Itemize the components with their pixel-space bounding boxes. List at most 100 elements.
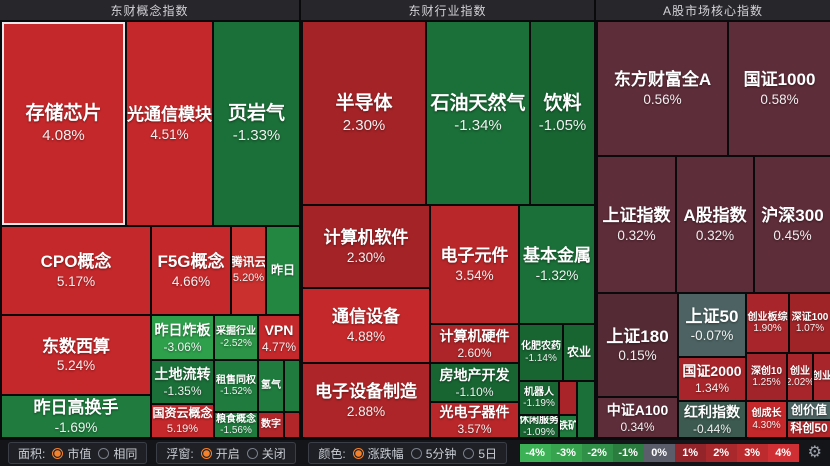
color-option-change-pct[interactable]: 涨跌幅	[352, 445, 404, 462]
radio-selected-icon[interactable]	[352, 447, 364, 459]
color-option-5day[interactable]: 5日	[463, 445, 497, 462]
tile-value: 2.60%	[457, 345, 492, 360]
tile-electronics-manufacturing[interactable]: 电子设备制造 2.88%	[303, 364, 429, 437]
area-option-market-cap[interactable]: 市值	[52, 445, 91, 462]
tile-mining-industry[interactable]: 采掘行业 -2.52%	[215, 316, 257, 359]
radio-unselected-icon[interactable]	[410, 447, 422, 459]
tile-yesterday[interactable]: 昨日	[267, 227, 299, 314]
tile-grain-concept[interactable]: 粮食概念 -1.56%	[215, 413, 257, 437]
tile-hydrogen[interactable]: 氢气	[259, 361, 283, 411]
color-option-5min[interactable]: 5分钟	[410, 445, 456, 462]
settings-gear-icon[interactable]: ⚙	[807, 444, 822, 461]
tile-value: -3.06%	[163, 339, 202, 354]
tile-leisure-services[interactable]: 休闲服务 -1.09%	[520, 416, 558, 437]
tile-value: 0.58%	[760, 91, 799, 107]
tile-eastmoney-all-a[interactable]: 东方财富全A 0.56%	[598, 22, 727, 155]
tile-chinext-small[interactable]: 创业	[814, 354, 830, 400]
tile-value: -1.33%	[232, 127, 281, 145]
tile-unlabeled-green[interactable]	[578, 382, 594, 437]
tile-comm-equipment[interactable]: 通信设备 4.88%	[303, 289, 429, 362]
tile-value: 1.07%	[795, 323, 825, 334]
tile-value: -2.52%	[220, 337, 252, 349]
tile-chinext-composite[interactable]: 创业板综 1.90%	[747, 294, 788, 352]
tile-name: 休闲服务	[520, 416, 558, 426]
tile-name: 上证指数	[602, 206, 671, 226]
tile-dividend-index[interactable]: 红利指数 -0.44%	[679, 402, 745, 437]
tile-yesterday-high-turnover[interactable]: 昨日高换手 -1.69%	[2, 396, 150, 437]
tile-sse-index[interactable]: 上证指数 0.32%	[598, 157, 675, 292]
panel-title: 东财概念指数	[110, 3, 189, 18]
tile-szse-100[interactable]: 深证100 1.07%	[790, 294, 830, 352]
radio-unselected-icon[interactable]	[98, 447, 110, 459]
tile-sse-50[interactable]: 上证50 -0.07%	[679, 294, 745, 356]
tile-name: 国证2000	[682, 363, 742, 380]
tile-unlabeled-green[interactable]	[285, 361, 299, 411]
tile-name: 上证180	[606, 326, 669, 346]
tile-oil-gas[interactable]: 石油天然气 -1.34%	[427, 22, 529, 204]
tile-state-owned-cloud[interactable]: 国资云概念 5.19%	[152, 405, 213, 437]
tile-value: -1.34%	[454, 116, 502, 134]
legend-cell: 1%	[674, 444, 706, 462]
tile-agriculture[interactable]: 农业	[564, 325, 594, 380]
tile-base-metals[interactable]: 基本金属 -1.32%	[520, 206, 594, 323]
tile-name: 科创50	[790, 421, 828, 436]
tile-east-data-west-computing[interactable]: 东数西算 5.24%	[2, 316, 150, 394]
tile-chinext[interactable]: 创业2.02%	[788, 354, 812, 400]
tile-chuang-growth[interactable]: 创成长 4.30%	[747, 402, 786, 437]
tile-fertilizer-pesticide[interactable]: 化肥农药 -1.14%	[520, 325, 562, 380]
tile-tencent-cloud[interactable]: 腾讯云 5.20%	[232, 227, 265, 314]
tile-name: 昨日高换手	[33, 398, 119, 418]
tile-unlabeled-red[interactable]	[560, 382, 576, 414]
radio-selected-icon[interactable]	[200, 447, 212, 459]
tile-shale-gas[interactable]: 页岩气 -1.33%	[214, 22, 299, 225]
tile-value: 4.30%	[752, 419, 781, 431]
tile-name: 通信设备	[332, 307, 400, 327]
tile-name: 中证A100	[606, 401, 669, 418]
radio-unselected-icon[interactable]	[463, 447, 475, 459]
tile-guozheng-1000[interactable]: 国证1000 0.58%	[729, 22, 830, 155]
tile-value: 5.24%	[56, 358, 96, 374]
tile-name: 光电子器件	[439, 404, 510, 421]
tile-sse-180[interactable]: 上证180 0.15%	[598, 294, 677, 396]
radio-unselected-icon[interactable]	[246, 447, 258, 459]
tile-csi-300[interactable]: 沪深300 0.45%	[755, 157, 830, 292]
tile-name: 粮食概念	[216, 413, 256, 425]
area-option-equal[interactable]: 相同	[98, 445, 137, 462]
tile-real-estate-dev[interactable]: 房地产开发 -1.10%	[431, 364, 518, 401]
tile-iron-ore[interactable]: 铁矿	[560, 416, 576, 437]
tile-name: 上证50	[685, 306, 739, 326]
tile-robotics[interactable]: 机器人 -1.19%	[520, 382, 558, 414]
tile-vpn[interactable]: VPN 4.77%	[259, 316, 299, 359]
radio-label: 相同	[113, 446, 138, 461]
tile-f5g-concept[interactable]: F5G概念 4.66%	[152, 227, 230, 314]
tile-computer-software[interactable]: 计算机软件 2.30%	[303, 206, 429, 287]
tile-shenchuang-10[interactable]: 深创10 1.25%	[747, 354, 786, 400]
tile-storage-chip[interactable]: 存储芯片 4.08%	[2, 22, 125, 225]
panel-header-core-index: A股市场核心指数	[596, 0, 830, 20]
tile-beverage[interactable]: 饮料 -1.05%	[531, 22, 594, 204]
tile-computer-hardware[interactable]: 计算机硬件 2.60%	[431, 325, 518, 362]
tile-a-share-index[interactable]: A股指数 0.32%	[677, 157, 753, 292]
tile-land-transfer[interactable]: 土地流转 -1.35%	[152, 361, 213, 403]
tile-name: 铁矿	[560, 420, 576, 432]
tile-chuang-value[interactable]: 创价值	[788, 402, 830, 419]
tile-unlabeled-red[interactable]	[285, 413, 299, 437]
tile-name: 红利指数	[684, 403, 740, 420]
tile-semiconductor[interactable]: 半导体 2.30%	[303, 22, 425, 204]
tile-yesterday-limit-open[interactable]: 昨日炸板 -3.06%	[152, 316, 213, 359]
tile-cpo-concept[interactable]: CPO概念 5.17%	[2, 227, 150, 314]
tile-value: 2.02%	[788, 377, 812, 388]
tile-csi-a100[interactable]: 中证A100 0.34%	[598, 398, 677, 437]
tile-optoelectronics[interactable]: 光电子器件 3.57%	[431, 403, 518, 437]
radio-selected-icon[interactable]	[52, 447, 64, 459]
tile-digital[interactable]: 数字	[259, 413, 283, 437]
float-option-off[interactable]: 关闭	[246, 445, 286, 462]
tile-guozheng-2000[interactable]: 国证2000 1.34%	[679, 358, 745, 400]
tile-optical-module[interactable]: 光通信模块 4.51%	[127, 22, 212, 225]
tile-rent-sale-rights[interactable]: 租售同权 -1.52%	[215, 361, 257, 411]
tile-star-50[interactable]: 科创50	[788, 421, 830, 437]
area-control-group: 面积: 市值 相同	[8, 442, 148, 464]
tile-name: 计算机软件	[323, 228, 409, 248]
float-option-on[interactable]: 开启	[200, 445, 240, 462]
tile-electronic-components[interactable]: 电子元件 3.54%	[431, 206, 518, 323]
